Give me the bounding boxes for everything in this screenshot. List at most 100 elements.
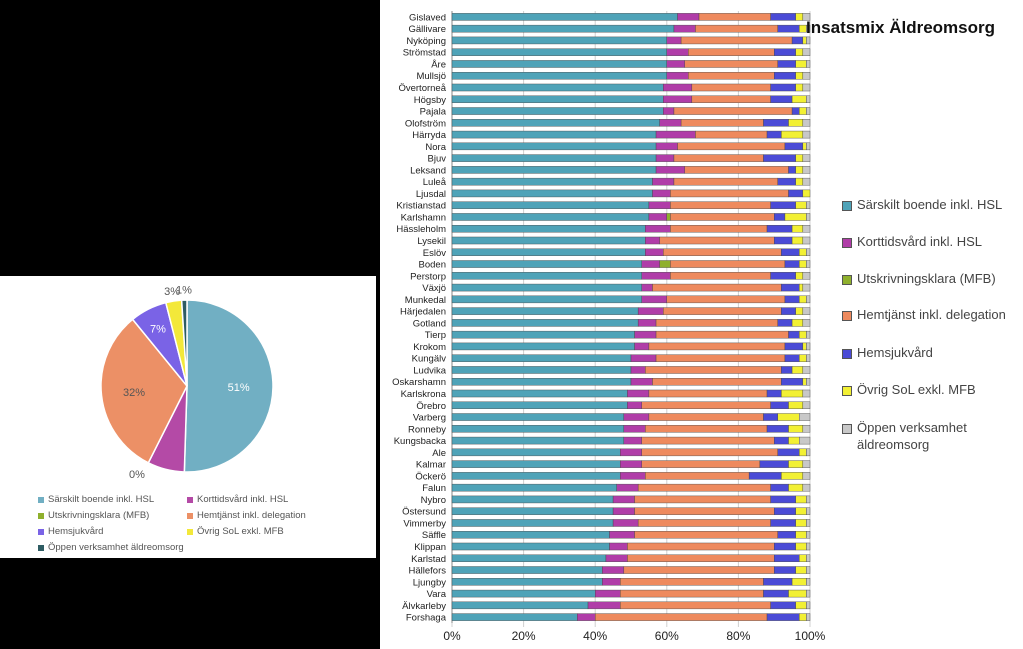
bar-segment-sarskilt-boende-inkl-hsl xyxy=(451,248,646,257)
pie-legend-item: Korttidsvård inkl. HSL xyxy=(187,494,288,505)
bar-segment-hemtjanst-inkl-delegation xyxy=(645,366,782,374)
bar-segment-hemsjukvard xyxy=(774,71,796,80)
bar-segment-hemtjanst-inkl-delegation xyxy=(645,472,750,480)
bar-segment-hemtjanst-inkl-delegation xyxy=(655,330,789,339)
bar-segment-oppen-verksamhet-aldreomsorg xyxy=(802,13,811,21)
bar-segment-hemtjanst-inkl-delegation xyxy=(670,189,789,198)
bar-segment-oppen-verksamhet-aldreomsorg xyxy=(802,401,811,410)
bar-segment-hemsjukvard xyxy=(781,248,800,257)
bar-segment-korttidsvard-inkl-hsl xyxy=(666,71,689,80)
bar-segment-hemtjanst-inkl-delegation xyxy=(620,578,764,586)
bar-segment-ovrig-sol-exkl-mfb xyxy=(795,201,807,209)
pie-slice-hemtjanst-inkl-delegation xyxy=(100,318,188,464)
bar-segment-ovrig-sol-exkl-mfb xyxy=(795,507,807,515)
legend-label: Utskrivningsklara (MFB) xyxy=(857,271,996,286)
bar-segment-sarskilt-boende-inkl-hsl xyxy=(451,130,657,139)
bar-segment-hemtjanst-inkl-delegation xyxy=(648,342,786,351)
category-label: Strömstad xyxy=(403,48,446,59)
bar-segment-hemsjukvard xyxy=(774,554,800,563)
bar-segment-sarskilt-boende-inkl-hsl xyxy=(451,154,657,162)
bar-segment-hemsjukvard xyxy=(774,507,796,515)
bar-segment-sarskilt-boende-inkl-hsl xyxy=(451,554,607,563)
bar-segment-hemtjanst-inkl-delegation xyxy=(677,142,786,151)
bar-segment-hemtjanst-inkl-delegation xyxy=(670,224,768,233)
bar-segment-oppen-verksamhet-aldreomsorg xyxy=(806,354,811,362)
bar-segment-korttidsvard-inkl-hsl xyxy=(623,436,642,445)
legend-swatch xyxy=(842,349,852,359)
bar-segment-hemtjanst-inkl-delegation xyxy=(680,119,764,127)
category-label: Älvkarleby xyxy=(402,601,446,612)
bar-segment-korttidsvard-inkl-hsl xyxy=(663,83,693,92)
bar-segment-korttidsvard-inkl-hsl xyxy=(627,389,650,398)
category-label: Övertorneå xyxy=(398,83,446,94)
bar-segment-ovrig-sol-exkl-mfb xyxy=(781,472,804,480)
bar-segment-ovrig-sol-exkl-mfb xyxy=(802,342,807,351)
bar-segment-ovrig-sol-exkl-mfb xyxy=(788,425,804,433)
pie-legend-swatch xyxy=(187,528,193,535)
category-label: Ljungby xyxy=(413,577,447,588)
bar-segment-ovrig-sol-exkl-mfb xyxy=(788,436,800,445)
bar-segment-korttidsvard-inkl-hsl xyxy=(677,13,700,21)
bar-segment-hemsjukvard xyxy=(766,389,782,398)
bar-segment-hemsjukvard xyxy=(766,613,800,621)
bar-segment-hemtjanst-inkl-delegation xyxy=(691,83,771,92)
bar-segment-korttidsvard-inkl-hsl xyxy=(652,189,671,198)
bar-segment-korttidsvard-inkl-hsl xyxy=(663,107,675,115)
bar-segment-sarskilt-boende-inkl-hsl xyxy=(451,542,610,551)
legend-label: Öppen verksamhet äldreomsorg xyxy=(857,420,967,452)
bar-segment-hemtjanst-inkl-delegation xyxy=(641,448,778,457)
bar-segment-ovrig-sol-exkl-mfb xyxy=(799,330,807,339)
legend-label: Korttidsvård inkl. HSL xyxy=(857,234,982,249)
legend-label: Hemtjänst inkl. delegation xyxy=(857,307,1006,322)
bar-segment-hemsjukvard xyxy=(791,107,800,115)
bar-segment-oppen-verksamhet-aldreomsorg xyxy=(806,260,811,268)
bar-segment-hemsjukvard xyxy=(781,283,800,292)
bar-segment-korttidsvard-inkl-hsl xyxy=(602,566,625,574)
bar-segment-korttidsvard-inkl-hsl xyxy=(587,601,621,610)
legend-swatch xyxy=(842,201,852,211)
bar-segment-sarskilt-boende-inkl-hsl xyxy=(451,260,642,268)
bar-segment-hemsjukvard xyxy=(774,213,786,221)
bar-segment-oppen-verksamhet-aldreomsorg xyxy=(802,48,811,56)
bar-segment-ovrig-sol-exkl-mfb xyxy=(795,272,804,280)
category-label: Nyköping xyxy=(406,36,446,47)
bar-segment-hemtjanst-inkl-delegation xyxy=(641,436,775,445)
bar-segment-sarskilt-boende-inkl-hsl xyxy=(451,13,678,21)
bar-segment-sarskilt-boende-inkl-hsl xyxy=(451,60,668,68)
bar-segment-oppen-verksamhet-aldreomsorg xyxy=(806,95,811,104)
category-label: Åre xyxy=(431,59,446,70)
bar-segment-korttidsvard-inkl-hsl xyxy=(616,483,639,492)
bar-segment-hemtjanst-inkl-delegation xyxy=(659,236,775,245)
bar-segment-oppen-verksamhet-aldreomsorg xyxy=(799,413,811,421)
bar-segment-oppen-verksamhet-aldreomsorg xyxy=(806,295,811,304)
category-label: Gislaved xyxy=(409,12,446,23)
category-label: Kungälv xyxy=(412,354,447,365)
bar-segment-korttidsvard-inkl-hsl xyxy=(641,272,671,280)
bar-segment-hemtjanst-inkl-delegation xyxy=(663,307,782,315)
pie-legend-item: Utskrivningsklara (MFB) xyxy=(38,510,149,521)
bar-segment-hemtjanst-inkl-delegation xyxy=(695,24,778,33)
bar-segment-ovrig-sol-exkl-mfb xyxy=(795,177,804,186)
bar-segment-oppen-verksamhet-aldreomsorg xyxy=(806,542,811,551)
bar-segment-hemsjukvard xyxy=(759,460,789,468)
category-label: Falun xyxy=(422,483,446,494)
bar-segment-oppen-verksamhet-aldreomsorg xyxy=(806,342,811,351)
bar-segment-sarskilt-boende-inkl-hsl xyxy=(451,366,632,374)
category-label: Öckerö xyxy=(415,471,446,482)
bar-segment-hemsjukvard xyxy=(770,601,796,610)
bar-segment-korttidsvard-inkl-hsl xyxy=(641,260,660,268)
bar-segment-hemtjanst-inkl-delegation xyxy=(652,378,782,386)
category-label: Hällefors xyxy=(409,566,447,577)
bar-segment-sarskilt-boende-inkl-hsl xyxy=(451,495,614,504)
bar-segment-hemtjanst-inkl-delegation xyxy=(634,531,778,539)
pie-value-label: 7% xyxy=(150,323,166,335)
category-label: Bjuv xyxy=(428,154,447,165)
bar-segment-ovrig-sol-exkl-mfb xyxy=(784,213,807,221)
bar-segment-sarskilt-boende-inkl-hsl xyxy=(451,342,635,351)
pie-legend-label: Övrig SoL exkl. MFB xyxy=(197,526,284,537)
category-label: Olofström xyxy=(405,118,446,129)
bar-segment-hemsjukvard xyxy=(788,330,800,339)
bar-segment-ovrig-sol-exkl-mfb xyxy=(788,460,804,468)
bar-segment-hemtjanst-inkl-delegation xyxy=(695,130,768,139)
legend-swatch xyxy=(842,238,852,248)
